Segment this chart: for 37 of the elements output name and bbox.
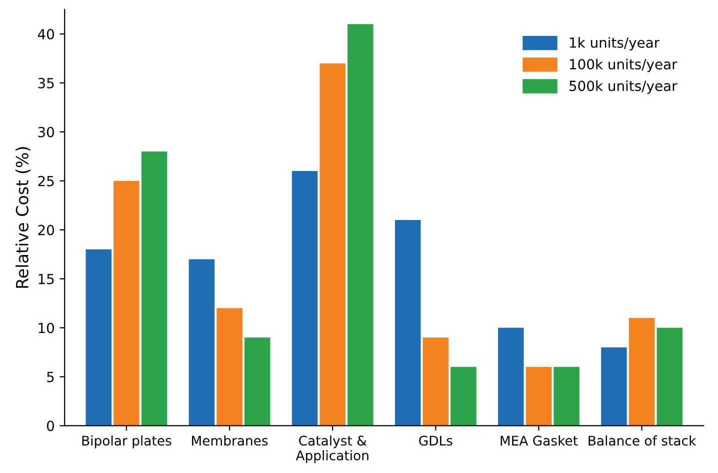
y-tick-label: 20 xyxy=(38,224,54,236)
bar xyxy=(394,220,421,426)
bar xyxy=(348,24,374,426)
bar xyxy=(188,259,215,426)
legend-label: 500k units/year xyxy=(570,80,678,94)
y-tick-label: 10 xyxy=(38,322,54,334)
bar xyxy=(656,328,683,426)
y-tick-label: 0 xyxy=(46,420,54,432)
bar xyxy=(86,249,112,426)
bar xyxy=(450,366,476,426)
legend-label: 1k units/year xyxy=(570,37,660,51)
y-tick-label: 25 xyxy=(38,176,54,186)
bar xyxy=(554,366,580,426)
legend-label: 100k units/year xyxy=(570,58,678,72)
bar xyxy=(244,338,270,426)
bar xyxy=(114,180,140,426)
x-tick-label: Catalyst & Application xyxy=(296,435,368,463)
bar xyxy=(320,63,346,426)
bar xyxy=(292,171,318,426)
y-tick-label: 15 xyxy=(38,274,54,284)
x-tick-label: Bipolar plates xyxy=(82,435,172,448)
bar xyxy=(141,151,168,426)
x-tick-label: MEA Gasket xyxy=(500,435,578,446)
y-tick-label: 5 xyxy=(47,372,54,382)
x-tick-label: Balance of stack xyxy=(588,435,696,446)
bar xyxy=(601,347,627,426)
x-tick-label: Membranes xyxy=(192,435,268,446)
bar xyxy=(422,338,449,426)
y-tick-label: 35 xyxy=(38,78,54,88)
bar xyxy=(526,366,552,426)
y-tick-label: 30 xyxy=(38,126,54,138)
y-tick-label: 40 xyxy=(38,28,54,40)
bar xyxy=(216,308,242,426)
bar xyxy=(498,328,524,426)
y-axis-title: Relative Cost (%) xyxy=(16,147,30,288)
x-tick-label: GDLs xyxy=(419,436,452,446)
bar xyxy=(628,318,655,426)
